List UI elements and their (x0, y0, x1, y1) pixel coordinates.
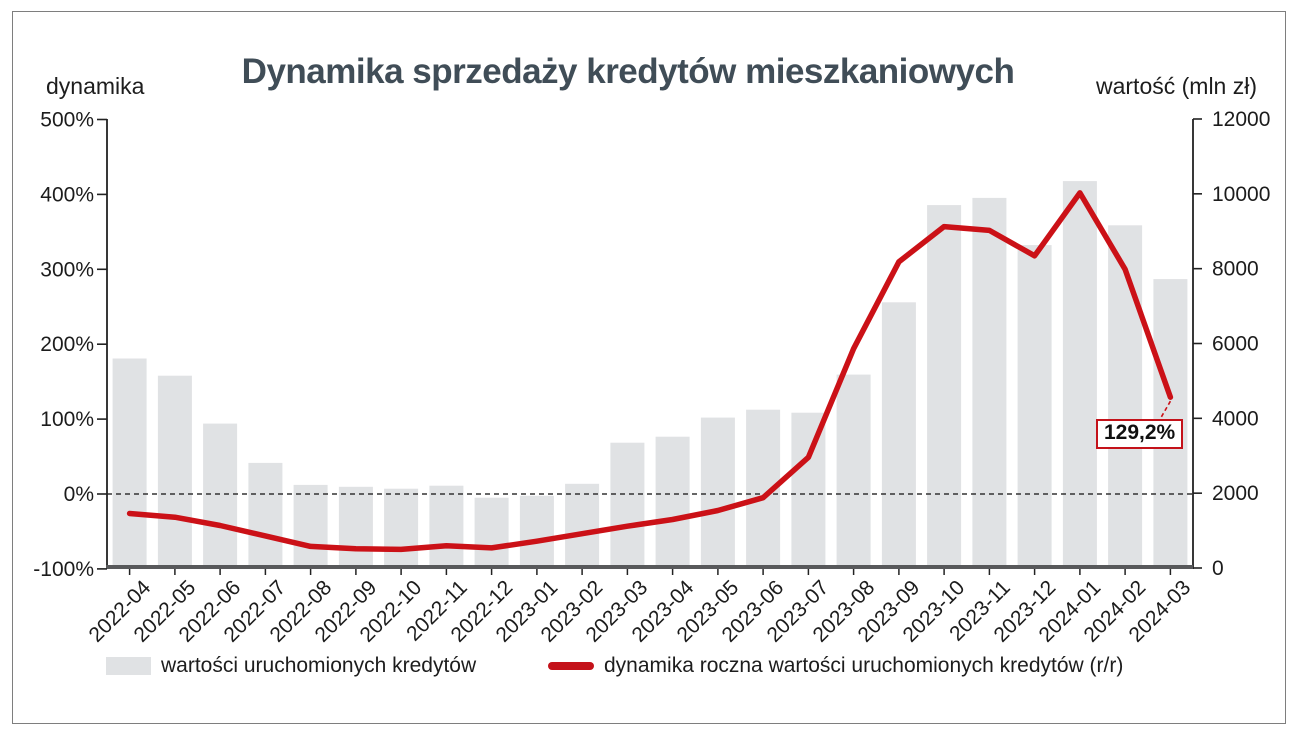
bar-2023-10 (927, 205, 962, 566)
left-tick-label: 0% (64, 483, 94, 506)
legend-item-line: dynamika roczna wartości uruchomionych k… (548, 653, 1123, 679)
left-axis-title: dynamika (46, 73, 145, 99)
left-tick-label: 100% (40, 408, 94, 431)
left-tick-label: -100% (33, 558, 94, 581)
annotation-label: 129,2% (1096, 419, 1184, 449)
bar-2022-09 (338, 486, 373, 566)
bar-2022-11 (429, 485, 464, 566)
legend-item-bars: wartości uruchomionych kredytów (106, 653, 476, 679)
bar-2023-08 (836, 374, 871, 566)
line-legend-label: dynamika roczna wartości uruchomionych k… (604, 654, 1124, 677)
bar-2022-10 (384, 488, 419, 566)
bar-2023-09 (881, 302, 916, 566)
left-tick-label: 400% (40, 183, 94, 206)
bar-2023-01 (519, 495, 554, 566)
bar-2023-05 (700, 417, 735, 566)
chart-frame (12, 11, 1286, 724)
bar-2023-04 (655, 436, 690, 566)
bar-2023-07 (791, 412, 826, 566)
right-tick-label: 2000 (1212, 482, 1259, 505)
right-tick-label: 10000 (1212, 183, 1270, 206)
dynamics-line (126, 190, 1174, 553)
bar-2022-07 (248, 462, 283, 566)
right-tick-label: 8000 (1212, 258, 1259, 281)
right-axis-title: wartość (mln zł) (1096, 73, 1258, 99)
bar-legend-swatch-icon (106, 657, 151, 675)
bar-2023-03 (610, 442, 645, 566)
left-tick-label: 300% (40, 258, 94, 281)
left-tick-label: 200% (40, 333, 94, 356)
bar-2024-01 (1062, 181, 1097, 566)
bar-2022-04 (112, 358, 147, 566)
bar-2023-02 (565, 483, 600, 566)
bar-2023-11 (972, 197, 1007, 566)
right-tick-label: 12000 (1212, 108, 1270, 131)
bar-2022-06 (203, 423, 238, 566)
line-legend-swatch-icon (548, 662, 594, 670)
right-tick-label: 6000 (1212, 333, 1259, 356)
bar-legend-label: wartości uruchomionych kredytów (161, 654, 477, 677)
bar-2022-05 (157, 375, 192, 566)
bar-2024-02 (1108, 225, 1143, 567)
annotation-connector (1158, 400, 1172, 422)
left-tick-label: 500% (40, 109, 94, 132)
chart-title: Dynamika sprzedaży kredytów mieszkaniowy… (241, 52, 1015, 91)
bar-2023-12 (1017, 245, 1052, 566)
right-tick-label: 4000 (1212, 407, 1259, 430)
bar-2022-08 (293, 484, 328, 566)
right-tick-label: 0 (1212, 557, 1224, 580)
bar-2022-12 (474, 497, 509, 566)
